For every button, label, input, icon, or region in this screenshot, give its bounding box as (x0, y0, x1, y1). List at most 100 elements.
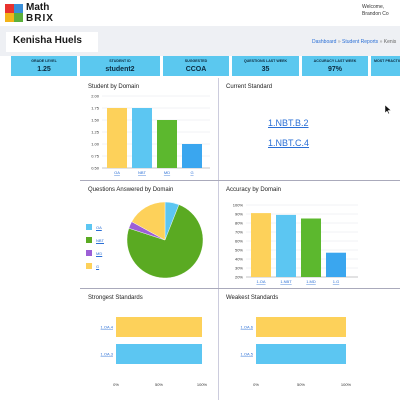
bar-1-g (326, 252, 346, 277)
stat-grade-level: GRADE LEVEL 1.25 (11, 56, 77, 76)
y-tick-label[interactable]: 1.OA.3 (101, 351, 114, 356)
breadcrumb-current: Kenis (383, 39, 397, 45)
y-tick-label: 1.25 (91, 129, 100, 134)
x-tick-label[interactable]: MD (164, 170, 170, 175)
top-bar: Math BRIX Welcome, Brandon Co (0, 0, 400, 26)
x-tick-label[interactable]: G (190, 170, 193, 175)
legend-label: MD (96, 250, 103, 256)
y-tick-label: 70% (235, 229, 243, 234)
pie-slice-g (131, 201, 166, 241)
bar-1-oa-6 (256, 317, 346, 337)
x-tick-label[interactable]: OA (114, 170, 120, 175)
stat-label: STUDENT ID (109, 59, 131, 63)
x-tick-label[interactable]: 1.MD (306, 279, 316, 284)
bar-1-md (301, 218, 321, 277)
pie-legend: OA NBT MD G (86, 222, 104, 274)
stat-most-practiced: MOST PRACTICED (371, 56, 400, 76)
x-tick-label: 0% (253, 382, 259, 387)
accuracy-by-domain-chart: 100% 90% 80% 70% 60% 50% 40% 30% 20% 1.OA 1.NBT 1.M… (233, 202, 358, 284)
stat-value: 1.25 (37, 66, 51, 73)
breadcrumb-separator: » (337, 39, 341, 45)
y-tick-label: 40% (235, 256, 243, 261)
strongest-standards-title: Strongest Standards (88, 295, 143, 301)
stat-label: GRADE LEVEL (31, 59, 57, 63)
panel-divider (80, 288, 400, 289)
logo-square-green (14, 13, 23, 22)
y-tick-label: 60% (235, 238, 243, 243)
y-tick-label: 20% (235, 274, 243, 279)
bar-md (157, 120, 177, 168)
y-tick-label[interactable]: 1.OA.5 (241, 351, 254, 356)
legend-item-oa[interactable]: OA (86, 222, 104, 232)
logo-line1: Math (26, 2, 50, 13)
legend-item-nbt[interactable]: NBT (86, 235, 104, 245)
x-tick-label: 50% (297, 382, 305, 387)
welcome-user[interactable]: Welcome, Brandon Co (362, 4, 396, 18)
x-tick-label: 0% (113, 382, 119, 387)
legend-swatch (86, 263, 92, 269)
y-tick-label: 30% (235, 265, 243, 270)
logo-square-yellow (5, 13, 14, 22)
mouse-cursor-icon (384, 101, 392, 115)
x-tick-label[interactable]: 1.NBT (280, 279, 292, 284)
stat-value: 35 (261, 66, 270, 73)
y-tick-label[interactable]: 1.OA.6 (241, 324, 254, 329)
stat-questions-last-week: QUESTIONS LAST WEEK 35 (232, 56, 299, 76)
current-standard-link[interactable]: 1.NBT.B.2 (268, 118, 309, 128)
bar-1-oa-4 (116, 317, 202, 337)
legend-label: OA (96, 224, 102, 230)
legend-swatch (86, 224, 92, 230)
x-tick-label[interactable]: 1.OA (256, 279, 265, 284)
page-title: Kenisha Huels (6, 32, 98, 52)
stat-student-id: STUDENT ID student2 (80, 56, 160, 76)
x-tick-label[interactable]: 1.G (333, 279, 339, 284)
stat-value: CCOA (185, 66, 207, 73)
stat-label: ACCURACY LAST WEEK (313, 59, 357, 63)
stat-value: 97% (327, 66, 342, 73)
stat-label: MOST PRACTICED (374, 59, 400, 63)
x-tick-label: 100% (341, 382, 352, 387)
legend-swatch (86, 237, 92, 243)
logo-square-red (5, 4, 14, 13)
legend-item-g[interactable]: G (86, 261, 104, 271)
bar-nbt (132, 108, 152, 168)
pie-slice-nbt (126, 204, 204, 279)
panel-divider (80, 180, 400, 181)
stat-value: student2 (105, 66, 135, 73)
stat-label: QUESTIONS LAST WEEK (243, 59, 288, 63)
x-tick-label: 100% (197, 382, 208, 387)
accuracy-by-domain-title: Accuracy by Domain (226, 187, 282, 193)
y-tick-label: 80% (235, 220, 243, 225)
x-tick-label: 50% (155, 382, 163, 387)
y-tick-label: 1.00 (91, 141, 100, 146)
mathbrix-logo-icon[interactable] (5, 4, 23, 22)
bar-1-oa-3 (116, 344, 202, 364)
breadcrumb-dashboard[interactable]: Dashboard (312, 39, 337, 45)
questions-answered-pie (126, 201, 204, 279)
y-tick-label[interactable]: 1.OA.4 (101, 324, 114, 329)
welcome-label: Welcome, (362, 4, 385, 10)
breadcrumb: Dashboard » Student Reports » Kenis (312, 39, 396, 45)
logo-line2: BRIX (26, 13, 54, 24)
stat-accuracy-last-week: ACCURACY LAST WEEK 97% (302, 56, 368, 76)
stat-suggested: SUGGESTED CCOA (163, 56, 229, 76)
weakest-standards-title: Weakest Standards (226, 295, 279, 301)
student-by-domain-title: Student by Domain (88, 84, 140, 90)
student-by-domain-chart: 2.00 1.75 1.50 1.25 1.00 0.75 0.50 OA NBT MD G (91, 93, 210, 175)
y-tick-label: 0.50 (91, 165, 100, 170)
y-tick-label: 1.75 (91, 105, 100, 110)
logo-text[interactable]: Math BRIX (26, 2, 54, 24)
breadcrumb-student-reports[interactable]: Student Reports (342, 39, 379, 45)
bar-1-oa (251, 213, 271, 277)
welcome-username: Brandon Co (362, 11, 389, 17)
weakest-standards-chart: 0% 50% 100% 1.OA.6 1.OA.5 (241, 317, 352, 387)
current-standard-link[interactable]: 1.NBT.C.4 (268, 138, 310, 148)
legend-swatch (86, 250, 92, 256)
bar-g (182, 144, 202, 168)
x-tick-label[interactable]: NBT (138, 170, 147, 175)
y-tick-label: 50% (235, 247, 243, 252)
bar-oa (107, 108, 127, 168)
legend-label: G (96, 263, 100, 269)
legend-item-md[interactable]: MD (86, 248, 104, 258)
y-tick-label: 2.00 (91, 93, 100, 98)
